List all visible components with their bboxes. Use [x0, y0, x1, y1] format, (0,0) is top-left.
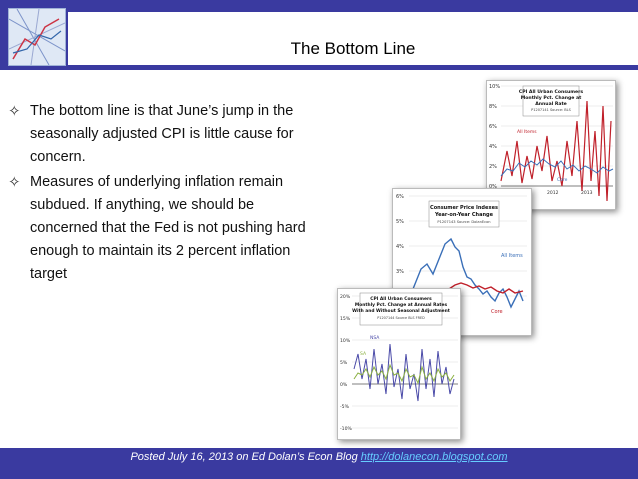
four-point-star-icon: ✧	[8, 103, 21, 120]
x-tick: 2012	[547, 190, 559, 196]
chart-thumbnail-cpi-seasonal-adjustment: 20% 15% 10% 5% 0% -5% -10% CPI All Urban…	[337, 288, 461, 440]
x-tick: 2013	[581, 190, 593, 196]
y-tick: 10%	[340, 338, 351, 344]
chart-source: P1207143 Source: DolanEcon	[437, 220, 490, 224]
y-tick: 8%	[489, 104, 497, 110]
y-tick: 2%	[489, 164, 497, 170]
footer-text: Posted July 16, 2013 on Ed Dolan’s Econ …	[130, 451, 361, 463]
chart-title-line: Consumer Price Indexes	[430, 205, 498, 211]
chart-title-line: Year-on-Year Change	[434, 212, 494, 218]
chart-title-line: Annual Rate	[535, 101, 567, 107]
y-tick: 4%	[489, 144, 497, 150]
bullet-text: Measures of underlying inflation remain …	[30, 174, 306, 282]
all-items-line	[408, 237, 524, 309]
title-bar: The Bottom Line	[68, 12, 638, 65]
all-items-label: All Items	[501, 253, 523, 259]
chart-source: P1207144 Source BLS FRED	[377, 316, 425, 320]
chart-title-line: CPI All Urban Consumers	[519, 89, 584, 95]
core-label: Core	[557, 177, 568, 183]
chart-source: P1207141 Source: BLS	[531, 108, 571, 112]
y-tick: 10%	[489, 84, 500, 90]
bullet-list: ✧ The bottom line is that June’s jump in…	[8, 100, 308, 288]
footer: Posted July 16, 2013 on Ed Dolan’s Econ …	[0, 451, 638, 463]
core-label: Core	[491, 309, 503, 315]
sa-line	[353, 363, 455, 385]
y-tick: 4%	[396, 244, 404, 250]
all-items-line	[500, 100, 612, 202]
bullet-item: ✧ Measures of underlying inflation remai…	[8, 171, 308, 286]
y-tick: 0%	[489, 184, 497, 190]
y-tick: 6%	[489, 124, 497, 130]
blog-link[interactable]: http://dolanecon.blogspot.com	[360, 451, 508, 463]
nsa-label: NSA	[370, 335, 380, 341]
y-tick: 0%	[340, 382, 348, 388]
y-tick: -5%	[340, 404, 350, 410]
y-tick: 3%	[396, 269, 404, 275]
sa-label: SA	[360, 351, 367, 357]
y-tick: 5%	[340, 360, 348, 366]
four-point-star-icon: ✧	[8, 174, 21, 191]
core-line	[500, 158, 614, 177]
chart-title-line: Monthly Pct. Change at	[521, 95, 582, 101]
chart-thumbnail-cpi-monthly: 10% 8% 6% 4% 2% 0% CPI All Urban Consume…	[486, 80, 616, 210]
y-tick: 20%	[340, 294, 351, 300]
chart-title-line: Monthly Pct. Change at Annual Rates	[355, 302, 448, 308]
y-tick: 6%	[396, 194, 404, 200]
blog-logo	[8, 8, 66, 66]
chart-thumbnail-cpi-year-on-year: 6% 5% 4% 3% Consumer Price Indexes Year-…	[392, 188, 532, 336]
slide-title: The Bottom Line	[290, 39, 416, 58]
y-tick: 5%	[396, 219, 404, 225]
y-tick: 15%	[340, 316, 351, 322]
y-tick: -10%	[340, 426, 353, 432]
bullet-text: The bottom line is that June’s jump in t…	[30, 103, 294, 165]
all-items-label: All Items	[517, 129, 537, 135]
bullet-item: ✧ The bottom line is that June’s jump in…	[8, 100, 308, 169]
chart-title-line: With and Without Seasonal Adjustment	[352, 308, 450, 314]
chart-title-line: CPI All Urban Consumers	[370, 296, 432, 302]
